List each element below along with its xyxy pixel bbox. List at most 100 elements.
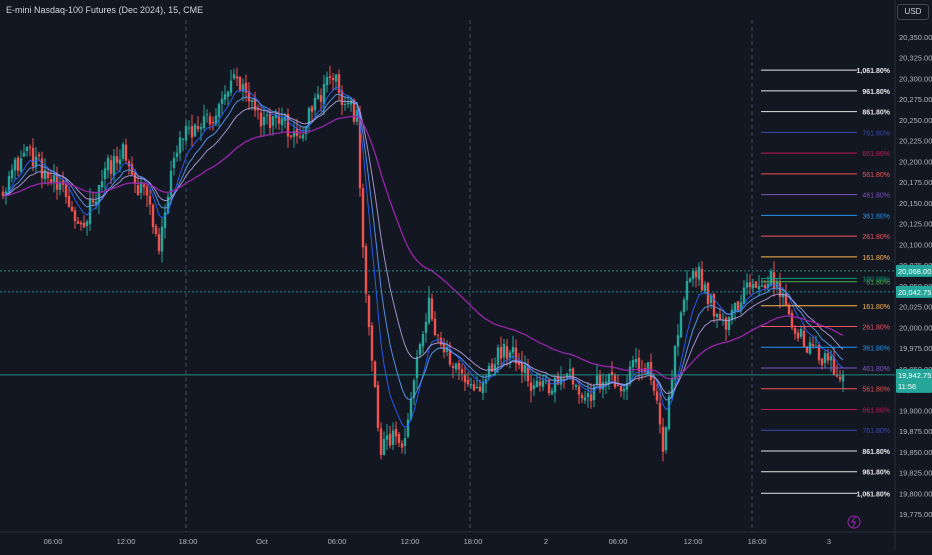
candle-body[interactable]: [523, 364, 527, 373]
candle-body[interactable]: [670, 378, 674, 399]
candle-body[interactable]: [823, 353, 827, 363]
candle-body[interactable]: [292, 130, 296, 137]
candle-body[interactable]: [142, 184, 146, 188]
candle-body[interactable]: [820, 358, 824, 366]
candle-body[interactable]: [223, 94, 227, 100]
candle-body[interactable]: [145, 186, 149, 196]
candle-body[interactable]: [508, 352, 512, 358]
candle-body[interactable]: [511, 347, 515, 353]
candle-body[interactable]: [697, 266, 701, 280]
candle-body[interactable]: [400, 443, 404, 448]
candle-body[interactable]: [124, 144, 128, 161]
candle-body[interactable]: [586, 393, 590, 398]
candle-body[interactable]: [535, 380, 539, 388]
candle-body[interactable]: [373, 361, 377, 387]
candle-body[interactable]: [664, 427, 668, 451]
events-icon[interactable]: [847, 515, 861, 529]
candle-body[interactable]: [622, 388, 626, 392]
candle-body[interactable]: [655, 391, 659, 401]
candle-body[interactable]: [244, 82, 248, 93]
candle-body[interactable]: [652, 380, 656, 391]
candle-body[interactable]: [310, 106, 314, 112]
candle-body[interactable]: [517, 361, 521, 365]
candle-body[interactable]: [226, 91, 230, 97]
candle-body[interactable]: [172, 158, 176, 169]
candle-body[interactable]: [157, 234, 161, 252]
candle-body[interactable]: [442, 342, 446, 353]
candle-body[interactable]: [493, 364, 497, 372]
candle-body[interactable]: [112, 155, 116, 177]
candle-body[interactable]: [208, 116, 212, 125]
candle-body[interactable]: [433, 318, 437, 336]
candle-body[interactable]: [397, 434, 401, 444]
candle-body[interactable]: [379, 428, 383, 455]
candle-body[interactable]: [235, 76, 239, 79]
candle-body[interactable]: [571, 368, 575, 385]
candle-body[interactable]: [691, 270, 695, 280]
candle-body[interactable]: [712, 293, 716, 317]
candle-body[interactable]: [562, 378, 566, 381]
candle-body[interactable]: [646, 362, 650, 374]
symbol-title[interactable]: E-mini Nasdaq-100 Futures (Dec 2024), 15…: [6, 5, 204, 15]
candle-body[interactable]: [835, 374, 839, 377]
candle-body[interactable]: [280, 118, 284, 126]
candle-body[interactable]: [424, 321, 428, 333]
candle-body[interactable]: [115, 156, 119, 163]
candle-body[interactable]: [166, 196, 170, 214]
candle-body[interactable]: [805, 346, 809, 353]
candle-body[interactable]: [403, 438, 407, 446]
candle-body[interactable]: [481, 382, 485, 394]
candle-body[interactable]: [613, 375, 617, 388]
candle-body[interactable]: [49, 179, 53, 183]
candle-body[interactable]: [715, 313, 719, 317]
candle-body[interactable]: [58, 182, 62, 190]
candle-body[interactable]: [760, 285, 764, 287]
candle-body[interactable]: [250, 99, 254, 103]
candle-body[interactable]: [583, 397, 587, 401]
candle-body[interactable]: [247, 91, 251, 102]
candle-body[interactable]: [784, 292, 788, 306]
candle-body[interactable]: [307, 108, 311, 125]
price-marker-tag[interactable]: [896, 285, 932, 298]
candle-body[interactable]: [100, 181, 104, 188]
candle-body[interactable]: [10, 169, 14, 179]
candle-body[interactable]: [412, 380, 416, 398]
candle-body[interactable]: [796, 332, 800, 339]
candle-body[interactable]: [13, 159, 17, 171]
candle-body[interactable]: [367, 295, 371, 328]
candle-body[interactable]: [631, 360, 635, 368]
candle-body[interactable]: [580, 394, 584, 399]
candle-body[interactable]: [451, 366, 455, 368]
candle-body[interactable]: [634, 358, 638, 363]
candle-body[interactable]: [67, 196, 71, 208]
candle-body[interactable]: [22, 152, 26, 157]
candle-body[interactable]: [184, 125, 188, 141]
candle-body[interactable]: [4, 191, 8, 195]
candle-body[interactable]: [688, 278, 692, 282]
candle-body[interactable]: [832, 357, 836, 376]
candle-body[interactable]: [469, 383, 473, 386]
candle-body[interactable]: [610, 371, 614, 375]
candle-body[interactable]: [43, 169, 47, 180]
candle-body[interactable]: [742, 287, 746, 304]
candle-body[interactable]: [496, 347, 500, 365]
candle-body[interactable]: [772, 272, 776, 289]
candle-body[interactable]: [475, 386, 479, 389]
candle-body[interactable]: [706, 282, 710, 305]
candle-body[interactable]: [316, 94, 320, 99]
candle-body[interactable]: [133, 172, 137, 184]
candle-body[interactable]: [826, 353, 830, 361]
candle-body[interactable]: [199, 126, 203, 130]
moving-average-line[interactable]: [2, 115, 844, 380]
candle-body[interactable]: [472, 384, 476, 391]
candle-body[interactable]: [319, 95, 323, 102]
candle-body[interactable]: [187, 127, 191, 129]
candle-body[interactable]: [505, 346, 509, 359]
candle-body[interactable]: [238, 76, 242, 91]
candle-body[interactable]: [748, 282, 752, 288]
candle-body[interactable]: [103, 168, 107, 180]
candle-body[interactable]: [685, 280, 689, 301]
candle-body[interactable]: [460, 369, 464, 374]
candle-body[interactable]: [553, 377, 557, 393]
currency-label[interactable]: USD: [897, 4, 929, 20]
